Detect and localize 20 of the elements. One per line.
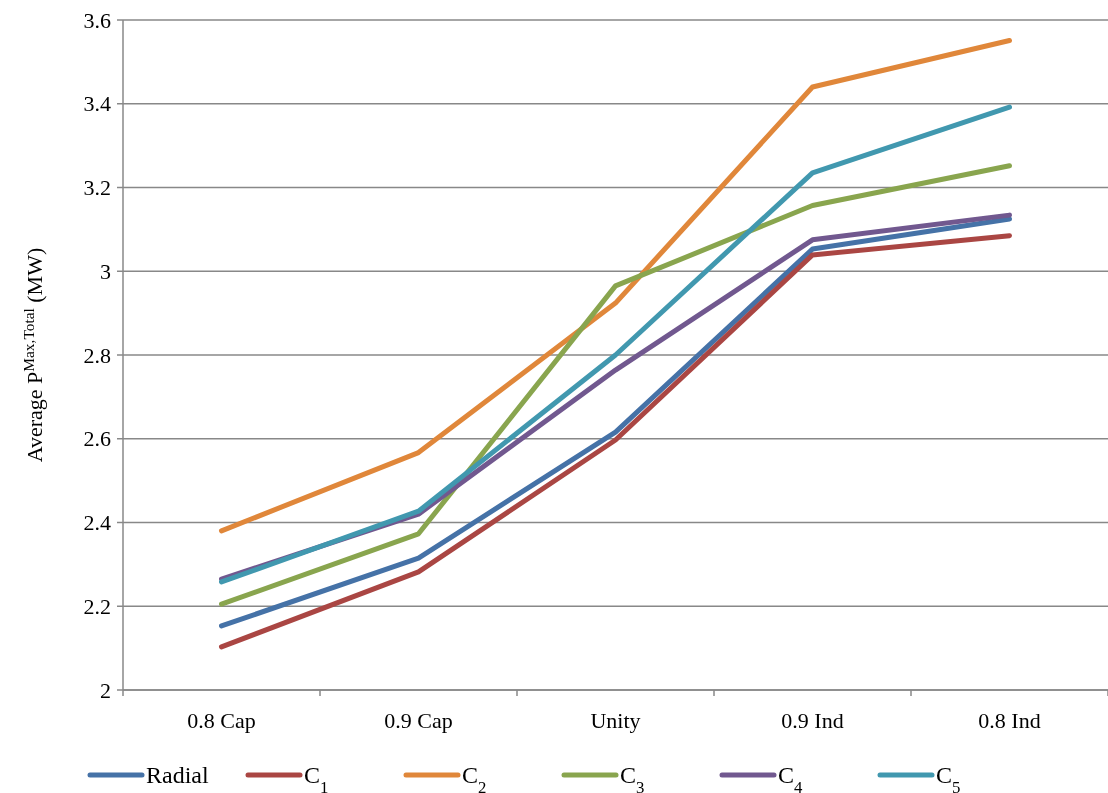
y-tick-label: 2.6	[83, 426, 111, 452]
y-tick-label: 3.4	[83, 91, 111, 117]
y-tick-label: 2	[100, 677, 111, 703]
y-tick-label: 3.2	[83, 175, 111, 201]
y-tick-label: 2.2	[83, 593, 111, 619]
y-tick-label: 3.6	[83, 7, 111, 33]
x-tick-label: 0.8 Cap	[187, 708, 256, 733]
legend-label: Radial	[146, 762, 209, 789]
legend-label: C$_{4}$	[778, 762, 804, 793]
x-tick-label: 0.8 Ind	[978, 708, 1041, 733]
x-tick-label: Unity	[590, 708, 641, 733]
legend-label: C$_{2}$	[462, 762, 487, 793]
y-tick-label: 2.8	[83, 342, 111, 368]
y-tick-label: 3	[100, 258, 111, 284]
x-tick-label: 0.9 Ind	[781, 708, 844, 733]
legend-label: C$_{5}$	[936, 762, 961, 793]
legend-label: C$_{1}$	[304, 762, 329, 793]
x-tick-label: 0.9 Cap	[384, 708, 453, 733]
legend-label: C$_{3}$	[620, 762, 645, 793]
y-tick-label: 2.4	[83, 510, 111, 536]
